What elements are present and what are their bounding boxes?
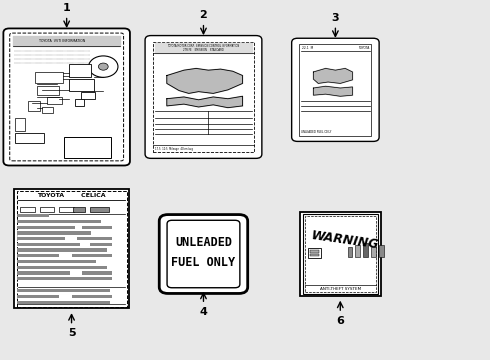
Text: TOYOTA  VVTI INFORMATION: TOYOTA VVTI INFORMATION xyxy=(39,39,85,43)
Text: TOYOTA        CELICA: TOYOTA CELICA xyxy=(37,193,106,198)
Text: 5: 5 xyxy=(68,328,75,338)
Bar xyxy=(379,245,384,257)
Text: UNLEADED FUEL ONLY: UNLEADED FUEL ONLY xyxy=(301,130,331,134)
Text: UNLEADED: UNLEADED xyxy=(175,236,232,249)
Bar xyxy=(153,42,253,152)
Bar xyxy=(17,301,110,304)
Text: 6: 6 xyxy=(336,316,344,325)
Bar xyxy=(47,97,62,104)
Bar xyxy=(73,207,85,212)
Polygon shape xyxy=(314,68,352,84)
Bar xyxy=(17,191,126,307)
Bar xyxy=(27,100,40,111)
Text: WARNING: WARNING xyxy=(310,229,380,252)
Bar xyxy=(17,266,107,269)
Bar xyxy=(77,237,112,240)
Text: 2TR-FE    EMISSION    STANDARD: 2TR-FE EMISSION STANDARD xyxy=(183,48,224,52)
Bar xyxy=(310,254,318,256)
Bar xyxy=(35,72,63,83)
Bar xyxy=(303,214,378,294)
Bar xyxy=(17,271,70,275)
Bar xyxy=(17,289,110,292)
Text: 1: 1 xyxy=(63,3,71,13)
Text: TOYOTA MOTOR CORP.  EMISSION CONTROL INFORMATION: TOYOTA MOTOR CORP. EMISSION CONTROL INFO… xyxy=(168,44,240,48)
Bar xyxy=(299,44,371,136)
FancyBboxPatch shape xyxy=(3,28,130,166)
Bar xyxy=(17,226,75,229)
Bar xyxy=(15,133,45,143)
Bar xyxy=(347,247,352,257)
Bar xyxy=(17,248,107,252)
Bar xyxy=(14,189,129,309)
Bar xyxy=(363,243,368,257)
Bar xyxy=(17,231,91,235)
Bar xyxy=(17,243,80,246)
Bar xyxy=(90,207,109,212)
Bar xyxy=(64,137,111,158)
Bar xyxy=(37,86,59,95)
Text: 4: 4 xyxy=(199,307,207,317)
FancyBboxPatch shape xyxy=(145,36,262,158)
Circle shape xyxy=(89,56,118,77)
Bar xyxy=(17,237,65,240)
Text: 2: 2 xyxy=(199,10,207,20)
Bar xyxy=(72,254,112,257)
Polygon shape xyxy=(314,86,352,96)
Bar xyxy=(81,91,95,99)
Bar xyxy=(17,254,59,257)
Bar xyxy=(82,271,112,275)
Bar xyxy=(15,118,25,131)
Polygon shape xyxy=(167,96,243,108)
Bar xyxy=(17,260,96,263)
Text: 3: 3 xyxy=(332,13,339,23)
Bar xyxy=(371,247,376,257)
Bar xyxy=(72,295,112,298)
Text: ANTI-THEFT SYSTEM: ANTI-THEFT SYSTEM xyxy=(319,287,361,291)
Bar xyxy=(59,207,74,212)
Bar xyxy=(90,243,112,246)
Bar xyxy=(300,212,381,296)
Polygon shape xyxy=(167,68,243,93)
Bar xyxy=(75,99,84,106)
Bar xyxy=(17,277,112,280)
Bar xyxy=(17,214,49,217)
Bar xyxy=(69,64,91,77)
Bar xyxy=(305,216,376,292)
Bar xyxy=(17,220,101,223)
Bar xyxy=(355,245,360,257)
Bar xyxy=(308,248,321,258)
Bar xyxy=(40,207,54,212)
Circle shape xyxy=(98,63,108,70)
Text: 17.5  10.5  Mileage  40km/avg: 17.5 10.5 Mileage 40km/avg xyxy=(155,147,193,151)
Bar xyxy=(42,107,53,113)
Bar xyxy=(20,207,35,212)
Bar xyxy=(82,226,112,229)
Bar xyxy=(69,79,94,90)
Bar xyxy=(17,295,59,298)
Bar xyxy=(310,251,318,253)
Text: 22.1  M: 22.1 M xyxy=(302,46,314,50)
Text: FUEL ONLY: FUEL ONLY xyxy=(172,256,236,269)
FancyBboxPatch shape xyxy=(292,38,379,141)
Text: TOYOTA: TOYOTA xyxy=(358,46,369,50)
FancyBboxPatch shape xyxy=(159,215,247,293)
